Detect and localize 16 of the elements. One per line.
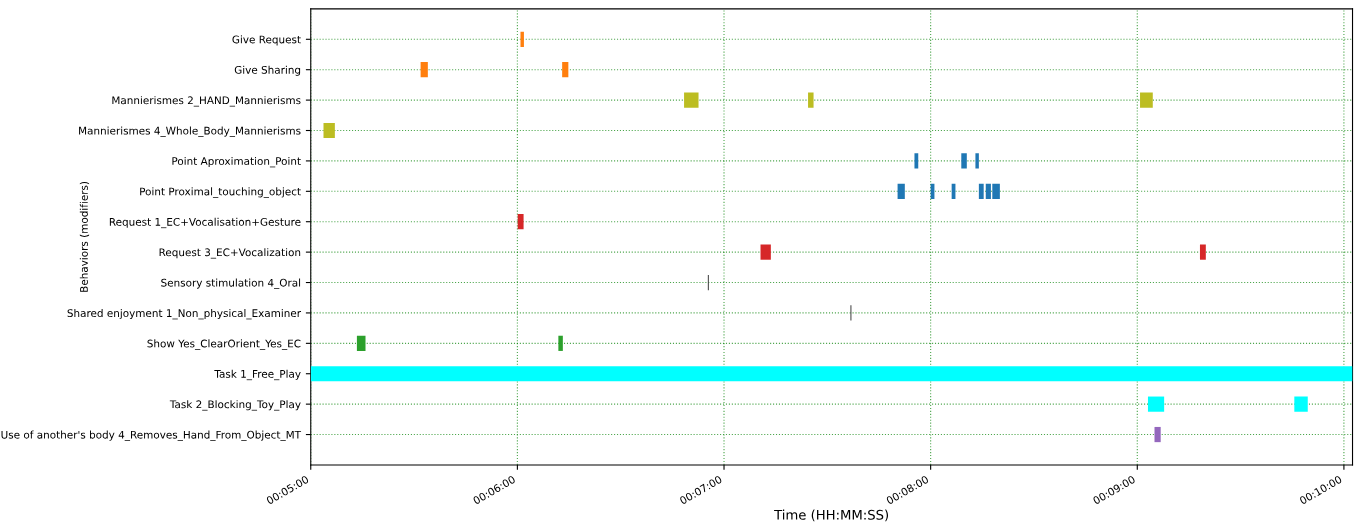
y-tick-label: Task 1_Free_Play xyxy=(214,369,301,381)
y-axis-title: Behaviors (modifiers) xyxy=(79,181,90,292)
y-tick-label: Use of another's body 4_Removes_Hand_From_Object_MT xyxy=(1,430,302,441)
y-tick-label: Point Proximal_touching_object xyxy=(140,187,301,198)
x-axis-title: Time (HH:MM:SS) xyxy=(774,509,889,522)
y-tick-label: Point Aproximation_Point xyxy=(172,156,301,168)
y-tick-label: Mannierismes 2_HAND_Mannierisms xyxy=(112,96,301,107)
y-tick-label: Mannierismes 4_Whole_Body_Mannierisms xyxy=(79,126,301,137)
y-tick-label: Sensory stimulation 4_Oral xyxy=(161,278,301,289)
y-tick-label: Give Sharing xyxy=(234,65,301,76)
y-tick-label: Give Request xyxy=(232,35,301,46)
y-tick-label: Request 3_EC+Vocalization xyxy=(159,248,301,259)
y-tick-label: Shared enjoyment 1_Non_physical_Examiner xyxy=(67,308,302,320)
y-tick-label: Show Yes_ClearOrient_Yes_EC xyxy=(147,339,301,350)
y-tick-label: Task 2_Blocking_Toy_Play xyxy=(169,400,301,411)
y-tick-label: Request 1_EC+Vocalisation+Gesture xyxy=(109,217,301,229)
